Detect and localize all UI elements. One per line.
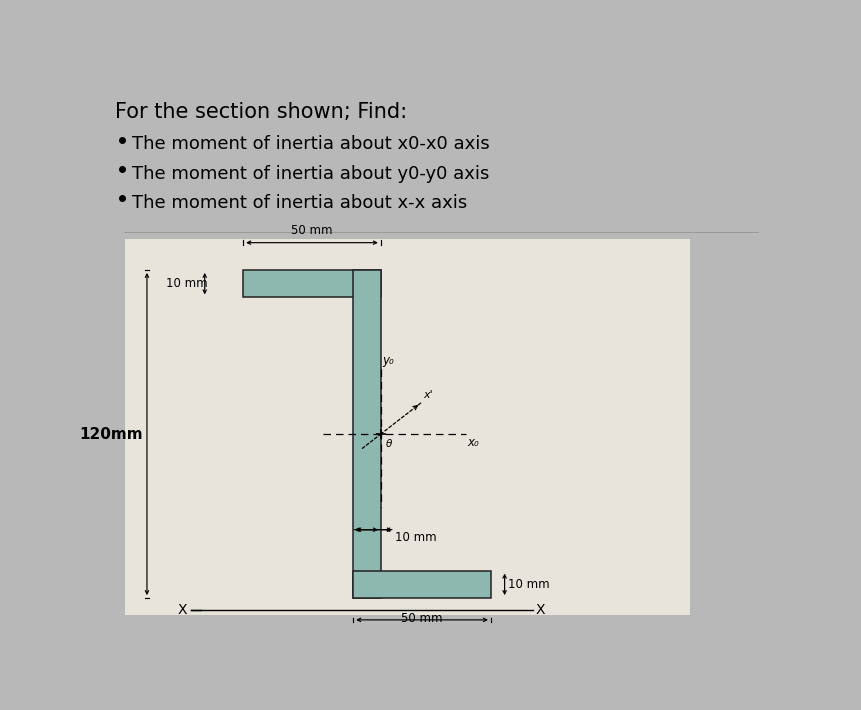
Text: 10 mm: 10 mm — [394, 531, 437, 545]
Bar — [353, 571, 491, 598]
Text: 50 mm: 50 mm — [291, 224, 333, 237]
Text: 50 mm: 50 mm — [401, 611, 443, 625]
Text: x': x' — [424, 390, 433, 400]
Text: 120mm: 120mm — [79, 427, 143, 442]
Text: The moment of inertia about x-x axis: The moment of inertia about x-x axis — [133, 194, 468, 212]
Bar — [244, 270, 381, 297]
Text: X: X — [536, 604, 545, 617]
Bar — [353, 270, 381, 598]
Text: X: X — [178, 604, 188, 617]
Text: The moment of inertia about y0-y0 axis: The moment of inertia about y0-y0 axis — [133, 165, 490, 182]
Text: 10 mm: 10 mm — [508, 578, 549, 591]
Bar — [125, 239, 691, 615]
Text: θ: θ — [387, 439, 393, 449]
Text: The moment of inertia about x0-x0 axis: The moment of inertia about x0-x0 axis — [133, 135, 490, 153]
Text: For the section shown; Find:: For the section shown; Find: — [115, 102, 407, 122]
Text: x₀: x₀ — [468, 435, 480, 449]
Text: 10 mm: 10 mm — [166, 277, 208, 290]
Text: y₀: y₀ — [382, 354, 394, 367]
